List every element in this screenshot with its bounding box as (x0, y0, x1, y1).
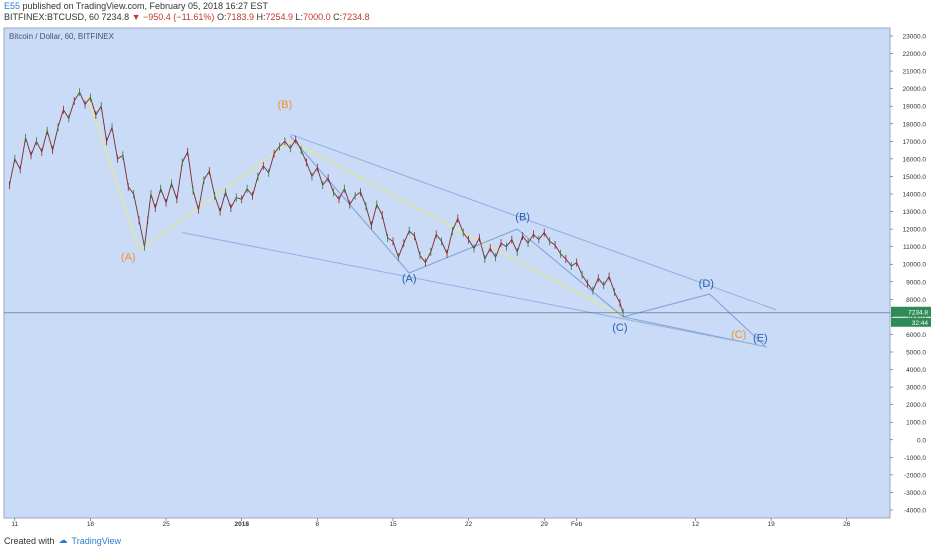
time-tick-label: 18 (87, 521, 95, 528)
high-value: 7254.9 (265, 12, 294, 22)
wave-label: (A) (121, 252, 136, 264)
price-tick-label: 21000.0 (903, 69, 927, 76)
last-price-label: 7234.8 (908, 309, 928, 316)
price-series (8, 91, 624, 313)
time-tick-label: 22 (465, 521, 473, 528)
time-tick-label: 26 (843, 521, 851, 528)
symbol-line: BITFINEX:BTCUSD, 60 7234.8 ▼ −950.4 (−11… (4, 12, 370, 22)
price-tick-label: 18000.0 (903, 121, 927, 128)
price-tick-label: 0.0 (917, 437, 926, 444)
price-tick-label: 16000.0 (903, 156, 927, 163)
time-tick-label: 12 (692, 521, 700, 528)
price-tick-label: 4000.0 (906, 367, 926, 374)
time-tick-label: 19 (768, 521, 776, 528)
wave-label: (C) (612, 322, 627, 334)
price-axis: 23000.0 22000.0 21000.0 20000.0 19000.0 18000… (890, 34, 926, 515)
time-tick-label: Feb (571, 521, 583, 528)
price-tick-label: 9000.0 (906, 279, 926, 286)
wave-line-trend (290, 133, 777, 311)
price-tick-label: 2000.0 (906, 402, 926, 409)
last-price-badge (891, 306, 931, 317)
time-tick-label: 8 (316, 521, 320, 528)
time-tick-label: 11 (11, 521, 18, 528)
price-tick-label: 23000.0 (903, 34, 927, 41)
price-tick-label: 6000.0 (906, 332, 926, 339)
price-tick-label: 3000.0 (906, 385, 926, 392)
price-tick-label: 14000.0 (903, 192, 927, 199)
low-value: 7000.0 (303, 12, 331, 22)
high-label: H: (256, 12, 266, 22)
change-down-icon: ▼ (131, 12, 141, 22)
price-tick-label: 1000.0 (906, 420, 926, 427)
plot-area (3, 27, 891, 519)
price-tick-label: 17000.0 (903, 139, 927, 146)
time-tick-label: 25 (162, 521, 170, 528)
footer: Created with ☁ TradingView (4, 535, 121, 546)
wave-line-trend (182, 232, 766, 348)
chart-title: Bitcoin / Dollar, 60, BITFINEX (9, 32, 115, 41)
price-tick-label: 13000.0 (903, 209, 927, 216)
countdown-badge (891, 317, 931, 327)
price-tick-label: 5000.0 (906, 350, 926, 357)
close-value: 7234.8 (342, 12, 370, 22)
publish-line: E55 published on TradingView.com, Februa… (4, 1, 268, 11)
created-with-text: Created with (4, 535, 55, 546)
time-tick-label: 29 (541, 521, 549, 528)
last-price: 7234.8 (101, 12, 130, 22)
wave-label: (B) (515, 211, 530, 223)
price-tick-label: -3000.0 (904, 490, 926, 497)
time-tick-label: 15 (389, 521, 397, 528)
tradingview-logo-icon: ☁ (58, 535, 68, 545)
wave-label: (A) (402, 273, 417, 285)
open-label: O: (216, 12, 227, 22)
wave-label: (B) (278, 99, 293, 111)
price-tick-label: 12000.0 (903, 227, 927, 234)
price-tick-label: -2000.0 (904, 472, 926, 479)
price-tick-label: 22000.0 (903, 51, 927, 58)
symbol-name: BITFINEX:BTCUSD, 60 (4, 12, 100, 22)
price-tick-label: 11000.0 (903, 244, 926, 251)
wave-label: (D) (699, 278, 714, 290)
price-tick-label: 15000.0 (903, 174, 927, 181)
low-label: L: (295, 12, 304, 22)
price-tick-label: 8000.0 (906, 297, 926, 304)
close-label: C: (333, 12, 343, 22)
price-tick-label: -1000.0 (904, 455, 926, 462)
price-tick-label: 20000.0 (903, 86, 927, 93)
countdown-label: 32:44 (912, 320, 929, 327)
author-link[interactable]: E55 (4, 1, 21, 11)
price-tick-label: -4000.0 (904, 508, 926, 515)
open-value: 7183.9 (226, 12, 254, 22)
time-tick-label: 2018 (234, 521, 249, 528)
wave-label: (E) (753, 332, 768, 344)
wave-label: (C) (731, 329, 746, 341)
published-text: published on TradingView.com, February 0… (22, 1, 269, 11)
tradingview-brand[interactable]: TradingView (71, 535, 122, 546)
price-tick-label: 10000.0 (903, 262, 927, 269)
price-tick-label: 19000.0 (903, 104, 927, 111)
time-axis: 11 18 25 2018 8 15 22 29 Feb 12 19 26 (11, 518, 851, 528)
change-value: −950.4 (−11.61%) (143, 12, 215, 22)
